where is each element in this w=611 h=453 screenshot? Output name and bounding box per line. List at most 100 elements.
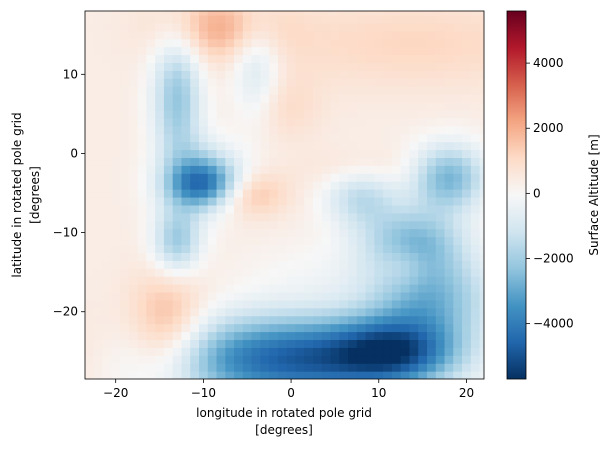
- heatmap-cell: [251, 363, 261, 372]
- heatmap-cell: [330, 291, 340, 301]
- heatmap-cell: [435, 22, 446, 32]
- heatmap-cell: [199, 299, 209, 309]
- heatmap-cell: [286, 102, 297, 111]
- heatmap-cell: [111, 204, 121, 214]
- colorbar-tick-label: −4000: [533, 317, 574, 331]
- heatmap-cell: [199, 323, 209, 333]
- heatmap-cell: [313, 363, 323, 372]
- heatmap-cell: [374, 14, 384, 24]
- heatmap-cell: [427, 78, 437, 87]
- heatmap-cell: [269, 260, 279, 269]
- heatmap-cell: [216, 86, 226, 95]
- heatmap-cell: [365, 204, 375, 214]
- heatmap-cell: [356, 149, 367, 158]
- heatmap-cell: [260, 323, 270, 333]
- heatmap-cell: [356, 70, 367, 79]
- heatmap-cell: [111, 94, 121, 103]
- heatmap-cell: [295, 363, 305, 372]
- heatmap-cell: [479, 331, 484, 341]
- heatmap-cell: [155, 236, 165, 246]
- heatmap-cell: [199, 173, 209, 182]
- heatmap-cell: [190, 70, 200, 79]
- heatmap-cell: [435, 315, 446, 325]
- heatmap-cell: [374, 173, 384, 182]
- heatmap-cell: [286, 117, 297, 127]
- heatmap-cell: [444, 46, 454, 56]
- heatmap-cell: [479, 149, 484, 158]
- heatmap-cell: [286, 228, 297, 238]
- heatmap-cell: [427, 299, 437, 309]
- heatmap-cell: [462, 220, 472, 230]
- heatmap-cell: [251, 38, 261, 48]
- heatmap-cell: [260, 276, 270, 285]
- heatmap-cell: [356, 291, 367, 301]
- heatmap-cell: [462, 14, 472, 24]
- heatmap-cell: [181, 260, 191, 269]
- heatmap-cell: [470, 299, 481, 309]
- heatmap-cell: [146, 236, 156, 246]
- heatmap-cell: [374, 149, 384, 158]
- heatmap-cell: [93, 299, 104, 309]
- heatmap-cell: [216, 62, 226, 71]
- heatmap-cell: [462, 11, 472, 16]
- heatmap-cell: [391, 260, 402, 269]
- heatmap-cell: [260, 173, 270, 182]
- heatmap-cell: [348, 220, 358, 230]
- heatmap-cell: [427, 14, 437, 24]
- heatmap-cell: [409, 355, 419, 364]
- heatmap-cell: [242, 181, 253, 190]
- heatmap-cell: [172, 109, 183, 119]
- heatmap-cell: [120, 371, 130, 379]
- heatmap-cell: [216, 46, 226, 56]
- heatmap-cell: [365, 86, 375, 95]
- heatmap-cell: [348, 189, 358, 198]
- heatmap-cell: [304, 315, 314, 325]
- heatmap-cell: [418, 165, 428, 174]
- heatmap-cell: [111, 371, 121, 379]
- heatmap-cell: [330, 157, 340, 166]
- heatmap-cell: [93, 102, 104, 111]
- heatmap-cell: [479, 244, 484, 253]
- heatmap-cell: [190, 252, 200, 261]
- heatmap-cell: [286, 355, 297, 364]
- heatmap-cell: [260, 46, 270, 56]
- heatmap-cell: [163, 347, 174, 356]
- heatmap-cell: [409, 102, 419, 111]
- heatmap-cell: [120, 299, 130, 309]
- heatmap-cell: [277, 141, 288, 151]
- heatmap-cell: [470, 86, 481, 95]
- heatmap-cell: [234, 315, 244, 325]
- heatmap-cell: [111, 331, 121, 341]
- heatmap-cell: [269, 355, 279, 364]
- heatmap-cell: [453, 220, 463, 230]
- heatmap-cell: [102, 299, 112, 309]
- heatmap-cell: [146, 38, 156, 48]
- heatmap-cell: [181, 141, 191, 151]
- heatmap-cell: [199, 14, 209, 24]
- heatmap-cell: [330, 22, 340, 32]
- heatmap-cell: [374, 236, 384, 246]
- heatmap-cell: [321, 173, 332, 182]
- heatmap-cell: [128, 173, 139, 182]
- heatmap-cell: [277, 46, 288, 56]
- heatmap-cell: [462, 22, 472, 32]
- heatmap-cell: [146, 339, 156, 348]
- heatmap-cell: [181, 331, 191, 341]
- heatmap-cell: [163, 54, 174, 64]
- heatmap-cell: [462, 109, 472, 119]
- heatmap-cell: [339, 276, 349, 285]
- heatmap-cell: [207, 70, 218, 79]
- heatmap-cell: [199, 236, 209, 246]
- heatmap-cell: [435, 355, 446, 364]
- heatmap-cell: [321, 284, 332, 293]
- heatmap-cell: [207, 14, 218, 24]
- heatmap-cell: [199, 62, 209, 71]
- heatmap-cell: [286, 260, 297, 269]
- heatmap-cell: [400, 109, 411, 119]
- heatmap-cell: [128, 94, 139, 103]
- heatmap-cell: [435, 299, 446, 309]
- heatmap-cell: [163, 11, 174, 16]
- heatmap-cell: [85, 54, 95, 64]
- heatmap-cell: [120, 244, 130, 253]
- heatmap-cell: [453, 46, 463, 56]
